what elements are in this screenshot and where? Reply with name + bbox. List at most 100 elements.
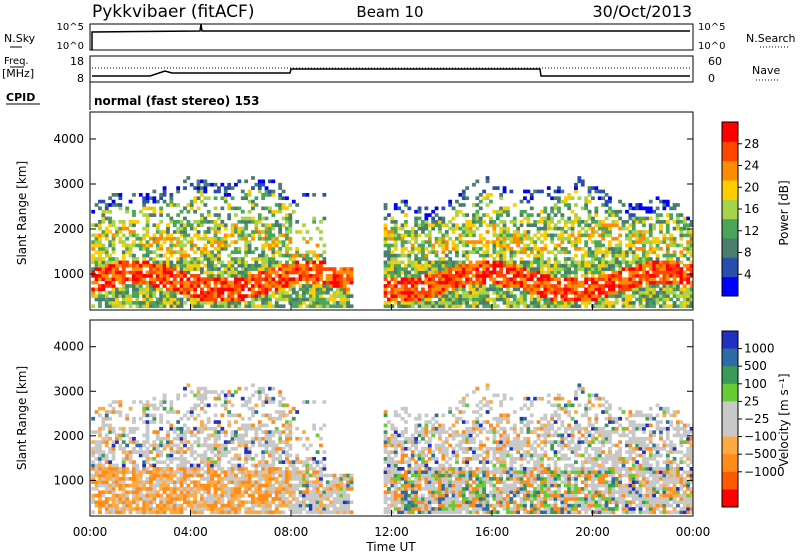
velocity-cell	[244, 510, 249, 515]
power-cell	[111, 267, 116, 271]
velocity-cell	[91, 463, 96, 468]
power-cell	[186, 203, 191, 207]
power-cell	[553, 284, 558, 288]
velocity-cell	[183, 433, 187, 438]
power-cell	[560, 236, 565, 241]
power-cell	[529, 277, 534, 282]
power-cell	[499, 284, 504, 288]
power-cell	[577, 176, 582, 180]
power-cell	[584, 220, 589, 224]
power-cell	[98, 206, 102, 211]
velocity-cell	[111, 463, 116, 468]
power-cell	[438, 267, 442, 271]
power-cell	[601, 189, 606, 194]
power-cell	[465, 270, 470, 275]
power-cell	[686, 216, 691, 221]
power-cell	[152, 267, 157, 271]
velocity-cell	[237, 510, 242, 515]
velocity-cell	[132, 440, 136, 444]
power-cell	[621, 290, 626, 295]
power-cell	[502, 290, 507, 295]
velocity-cell	[149, 473, 153, 478]
velocity-cell	[217, 507, 221, 511]
velocity-cell	[186, 426, 191, 431]
power-cell	[285, 236, 289, 241]
power-cell	[519, 297, 524, 302]
power-cell	[206, 220, 211, 224]
power-cell	[557, 280, 561, 285]
power-cell	[502, 277, 507, 282]
velocity-cell	[257, 493, 262, 498]
power-cell	[499, 247, 504, 251]
power-cell	[115, 226, 119, 231]
velocity-cell	[257, 473, 262, 478]
power-cell	[642, 230, 646, 234]
velocity-cell	[244, 460, 249, 464]
power-cell	[577, 230, 582, 234]
power-cell	[553, 297, 558, 302]
power-cell	[584, 250, 589, 255]
power-cell	[563, 274, 568, 278]
velocity-cell	[101, 456, 106, 461]
power-cell	[281, 280, 286, 285]
velocity-cell	[230, 497, 235, 501]
velocity-cell	[145, 403, 150, 408]
power-cell	[465, 304, 470, 309]
velocity-cell	[210, 433, 215, 438]
power-cell	[145, 220, 150, 224]
power-cell	[142, 253, 147, 258]
velocity-cell	[234, 433, 238, 438]
power-cell	[567, 220, 572, 224]
power-cell	[455, 250, 459, 255]
power-cell	[438, 240, 442, 244]
power-cell	[349, 294, 354, 298]
velocity-cell	[278, 473, 283, 478]
power-cell	[608, 247, 612, 251]
velocity-cell	[285, 456, 289, 461]
power-cell	[438, 270, 442, 275]
power-cell	[98, 260, 102, 265]
power-cell	[274, 240, 279, 244]
power-cell	[512, 297, 517, 302]
power-cell	[227, 186, 232, 190]
velocity-cell	[189, 470, 194, 474]
power-cell	[230, 284, 235, 288]
power-cell	[662, 206, 667, 211]
power-cell	[638, 263, 643, 268]
power-cell	[200, 267, 204, 271]
power-cell	[482, 280, 487, 285]
velocity-cell	[142, 403, 147, 408]
velocity-cell	[186, 487, 191, 491]
power-cell	[203, 284, 208, 288]
power-cell	[217, 213, 221, 217]
velocity-cell	[142, 420, 147, 424]
power-cell	[628, 233, 633, 238]
power-cell	[441, 260, 446, 265]
power-cell	[519, 290, 524, 295]
power-cell	[400, 290, 405, 295]
power-cell	[414, 230, 419, 234]
power-cell	[489, 220, 493, 224]
power-cell	[506, 230, 510, 234]
power-cell	[387, 250, 391, 255]
velocity-cell	[264, 433, 269, 438]
power-cell	[302, 290, 306, 295]
power-cell	[563, 277, 568, 282]
power-cell	[584, 203, 589, 207]
velocity-cell	[108, 450, 113, 454]
power-cell	[441, 236, 446, 241]
power-cell	[645, 287, 650, 292]
power-cell	[482, 287, 487, 292]
freq-left-8: 8	[77, 72, 84, 85]
power-cell	[111, 263, 116, 268]
power-cell	[142, 301, 147, 305]
power-cell	[475, 196, 480, 201]
power-cell	[455, 280, 459, 285]
velocity-cell	[223, 507, 228, 511]
power-cell	[308, 294, 313, 298]
power-cell	[424, 220, 429, 224]
power-cell	[166, 294, 170, 298]
power-cell	[591, 253, 595, 258]
power-cell	[414, 236, 419, 241]
velocity-cell	[223, 453, 228, 458]
